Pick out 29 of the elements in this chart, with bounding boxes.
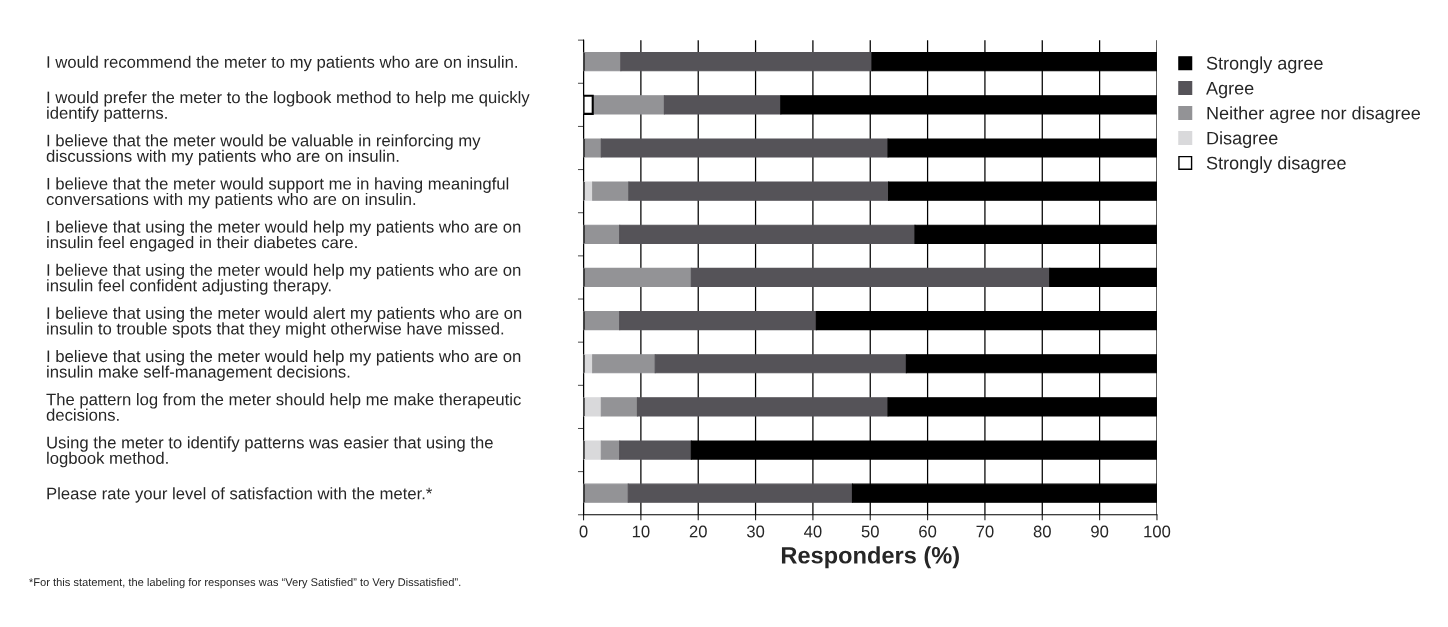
y-tick-label: I would prefer the meter to the logbook method to help me quickly identify patterns. bbox=[47, 91, 530, 123]
text: *For this statement, the labeling for responses was “Very Satisfied” to Very Dissatisfied”. bbox=[29, 577, 461, 589]
y-tick-label: I believe that the meter would be valuable in reinforcing my discussions with my patients who are on insulin. bbox=[46, 134, 481, 166]
x-tick-label: 70 bbox=[976, 525, 994, 538]
legend-label: Neither agree nor disagree bbox=[1207, 106, 1421, 124]
legend-label: Disagree bbox=[1207, 131, 1278, 149]
legend-label: Strongly disagree bbox=[1206, 156, 1346, 174]
y-tick-label: I believe that using the meter would help my patients who are on insulin feel confident adjusting therapy. bbox=[47, 263, 521, 295]
x-tick-label: 20 bbox=[689, 525, 707, 538]
y-tick-label: Please rate your level of satisfaction with the meter.* bbox=[47, 487, 433, 503]
x-tick-label: 60 bbox=[919, 525, 937, 538]
x-tick-label: 50 bbox=[861, 525, 879, 538]
legend-label: Agree bbox=[1206, 82, 1254, 99]
x-tick-label: 10 bbox=[632, 525, 650, 538]
y-tick-label: Using the meter to identify patterns was easier that using the logbook method. bbox=[47, 436, 493, 468]
y-tick-label: The pattern log from the meter should help me make therapeutic decisions. bbox=[46, 393, 521, 421]
x-tick-label: 30 bbox=[746, 525, 765, 538]
x-axis-title: Responders (%) bbox=[781, 546, 959, 569]
y-tick-label: I believe that using the meter would help my patients who are on insulin make self-management decisions. bbox=[47, 349, 521, 382]
x-tick-label: 100 bbox=[1144, 525, 1171, 538]
x-tick-label: 80 bbox=[1033, 525, 1051, 538]
x-tick-label: 40 bbox=[804, 525, 822, 538]
legend-label: Strongly agree bbox=[1206, 56, 1323, 74]
y-tick-label: I believe that using the meter would alert my patients who are on insulin to trouble spots that they might otherwise have missed. bbox=[47, 306, 522, 338]
y-tick-label: I would recommend the meter to my patients who are on insulin. bbox=[47, 55, 517, 72]
x-tick-label: 90 bbox=[1091, 525, 1109, 538]
y-tick-label: I believe that using the meter would help my patients who are on insulin feel engaged in their diabetes care. bbox=[47, 220, 521, 252]
y-tick-label: I believe that the meter would support me in having meaningful conversations with my patients who are on insulin. bbox=[46, 177, 509, 209]
x-tick-label: 0 bbox=[579, 525, 588, 538]
